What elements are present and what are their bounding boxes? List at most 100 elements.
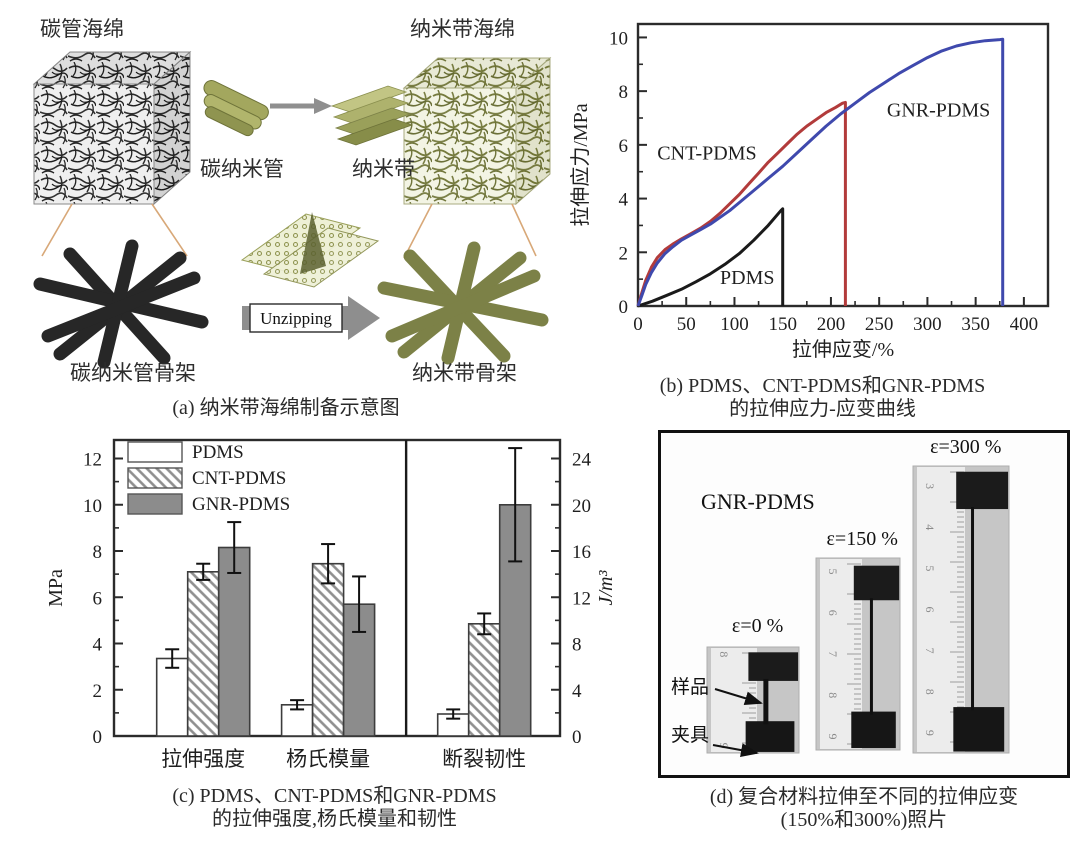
label-clamp: 夹具 bbox=[671, 724, 709, 746]
left-tick-label: 0 bbox=[93, 727, 103, 748]
photo-annotations: GNR-PDMS 样品 夹具 bbox=[671, 489, 815, 758]
caption-panel-b: (b) PDMS、CNT-PDMS和GNR-PDMS 的拉伸应力-应变曲线 bbox=[570, 375, 1075, 421]
curve-GNR-PDMS bbox=[636, 37, 1005, 307]
label-gnr-sponge: 纳米带海绵 bbox=[410, 17, 515, 41]
right-axis-label: J/m³ bbox=[595, 570, 617, 606]
right-tick-label: 12 bbox=[572, 588, 591, 609]
left-tick-label: 10 bbox=[83, 496, 102, 517]
x-tick-label: 50 bbox=[677, 314, 696, 335]
legend-label-PDMS: PDMS bbox=[192, 442, 244, 463]
bar-CNT-PDMS-1 bbox=[311, 562, 345, 737]
panel-b: 0 50 100 150 200 250 300 350 400 0 2 4 6 8 10 拉伸应变/% 拉伸应… bbox=[569, 6, 1075, 421]
curve-PDMS bbox=[637, 207, 785, 308]
top-clamp bbox=[956, 471, 1009, 510]
legend-label-CNT-PDMS: CNT-PDMS bbox=[192, 468, 286, 489]
caption-panel-c: (c) PDMS、CNT-PDMS和GNR-PDMS 的拉伸强度,杨氏模量和韧性 bbox=[42, 785, 627, 831]
bar-CNT-PDMS-0 bbox=[186, 571, 220, 737]
ruler-number: 6 bbox=[923, 607, 937, 613]
gnr-skeleton-rods bbox=[377, 241, 549, 365]
cnt-sponge-cube bbox=[32, 50, 192, 206]
caption-line-1: (b) PDMS、CNT-PDMS和GNR-PDMS bbox=[659, 375, 986, 397]
cnt-icon bbox=[203, 80, 269, 137]
bar-PDMS-0 bbox=[155, 657, 189, 737]
ruler-number: 5 bbox=[923, 565, 937, 571]
strain-label-1: ε=150 % bbox=[827, 528, 898, 550]
clamp-arrow bbox=[712, 743, 759, 758]
panel-a: 碳管海绵 纳米带海绵 碳纳米管 bbox=[12, 6, 560, 420]
material-label: GNR-PDMS bbox=[701, 489, 815, 514]
right-tick-label: 0 bbox=[572, 727, 582, 748]
ruler-number: 6 bbox=[826, 610, 840, 616]
specimen-photo-1: 5 6 7 8 9 ε=150 % bbox=[815, 528, 901, 751]
bottom-clamp bbox=[745, 721, 795, 752]
left-tick-label: 8 bbox=[93, 542, 103, 563]
y-tick-label: 2 bbox=[619, 243, 629, 264]
zoom-connector-lines bbox=[41, 203, 537, 259]
gnr-sponge-cube bbox=[402, 56, 552, 206]
right-tick-label: 20 bbox=[572, 496, 591, 517]
bottom-clamp bbox=[953, 707, 1005, 752]
right-tick-label: 8 bbox=[572, 635, 582, 656]
right-tick-label: 16 bbox=[572, 542, 591, 563]
y-tick-label: 10 bbox=[609, 28, 628, 49]
caption-line-2: (150%和300%)照片 bbox=[780, 809, 948, 831]
label-gnr: 纳米带 bbox=[352, 157, 415, 181]
bar-GNR-PDMS-0 bbox=[217, 546, 251, 737]
ruler-number: 8 bbox=[717, 651, 731, 657]
ruler-number: 9 bbox=[826, 734, 840, 740]
left-axis-label: MPa bbox=[45, 569, 67, 607]
panel-d: 8 9 ε=0 % 5 6 7 8 9 ε=150 % 3 4 5 6 7 8 9 ε=300 % GNR-PD… bbox=[658, 430, 1070, 832]
bar-CNT-PDMS-2 bbox=[467, 623, 501, 737]
top-clamp bbox=[853, 565, 900, 601]
top-clamp bbox=[748, 652, 799, 681]
caption-panel-d: (d) 复合材料拉伸至不同的拉伸应变 (150%和300%)照片 bbox=[658, 786, 1070, 832]
legend-label-GNR-PDMS: GNR-PDMS bbox=[192, 494, 290, 515]
preparation-schematic: 碳管海绵 纳米带海绵 碳纳米管 bbox=[32, 17, 552, 385]
ruler-strip bbox=[917, 467, 965, 752]
category-label-1: 杨氏模量 bbox=[286, 747, 370, 771]
label-cnt-skeleton: 碳纳米管骨架 bbox=[70, 361, 196, 385]
ruler-number: 8 bbox=[826, 692, 840, 698]
right-tick-label: 4 bbox=[572, 681, 582, 702]
label-gnr-skeleton: 纳米带骨架 bbox=[412, 361, 517, 385]
specimen-photo-2: 3 4 5 6 7 8 9 ε=300 % bbox=[912, 436, 1010, 754]
y-tick-label: 8 bbox=[619, 82, 629, 103]
curve-CNT-PDMS bbox=[636, 100, 847, 307]
label-cnt: 碳纳米管 bbox=[200, 157, 284, 181]
specimen-photo-0: 8 9 ε=0 % bbox=[706, 615, 800, 754]
label-cnt-sponge: 碳管海绵 bbox=[40, 17, 124, 41]
x-tick-label: 250 bbox=[865, 314, 894, 335]
x-tick-label: 0 bbox=[633, 314, 643, 335]
ruler-number: 4 bbox=[923, 524, 937, 530]
ruler-number: 3 bbox=[923, 483, 937, 489]
caption-line-1: (d) 复合材料拉伸至不同的拉伸应变 bbox=[709, 786, 1019, 808]
sample-arrow bbox=[714, 688, 763, 706]
left-tick-label: 12 bbox=[83, 450, 102, 471]
plot-frame bbox=[636, 22, 1050, 308]
x-tick-label: 150 bbox=[768, 314, 797, 335]
ruler-number: 9 bbox=[923, 730, 937, 736]
x-tick-label: 400 bbox=[1010, 314, 1039, 335]
category-label-2: 断裂韧性 bbox=[442, 747, 526, 771]
x-axis-label: 拉伸应变/% bbox=[792, 338, 894, 361]
strain-label-0: ε=0 % bbox=[732, 615, 783, 637]
ruler-number: 8 bbox=[923, 689, 937, 695]
legend-swatch-CNT-PDMS bbox=[127, 467, 183, 489]
right-tick-label: 24 bbox=[572, 450, 592, 471]
ruler-number: 7 bbox=[826, 651, 840, 657]
caption-line-2: 的拉伸应力-应变曲线 bbox=[729, 398, 916, 420]
x-tick-label: 100 bbox=[720, 314, 749, 335]
unzipping-sheet-icon bbox=[240, 212, 380, 288]
left-tick-label: 6 bbox=[93, 588, 103, 609]
stress-strain-plot: 0 50 100 150 200 250 300 350 400 0 2 4 6 8 10 拉伸应变/% 拉伸应… bbox=[569, 22, 1050, 361]
photo-box: 8 9 ε=0 % 5 6 7 8 9 ε=150 % 3 4 5 6 7 8 9 ε=300 % GNR-PD… bbox=[658, 430, 1070, 778]
y-tick-label: 0 bbox=[619, 297, 629, 318]
y-axis-label: 拉伸应力/MPa bbox=[570, 103, 592, 226]
curve-label-PDMS: PDMS bbox=[720, 267, 774, 289]
legend-swatch-GNR-PDMS bbox=[127, 493, 183, 515]
ruler-number: 9 bbox=[717, 743, 731, 749]
caption-line-1: (c) PDMS、CNT-PDMS和GNR-PDMS bbox=[172, 785, 497, 807]
unzipping-label: Unzipping bbox=[260, 309, 332, 328]
